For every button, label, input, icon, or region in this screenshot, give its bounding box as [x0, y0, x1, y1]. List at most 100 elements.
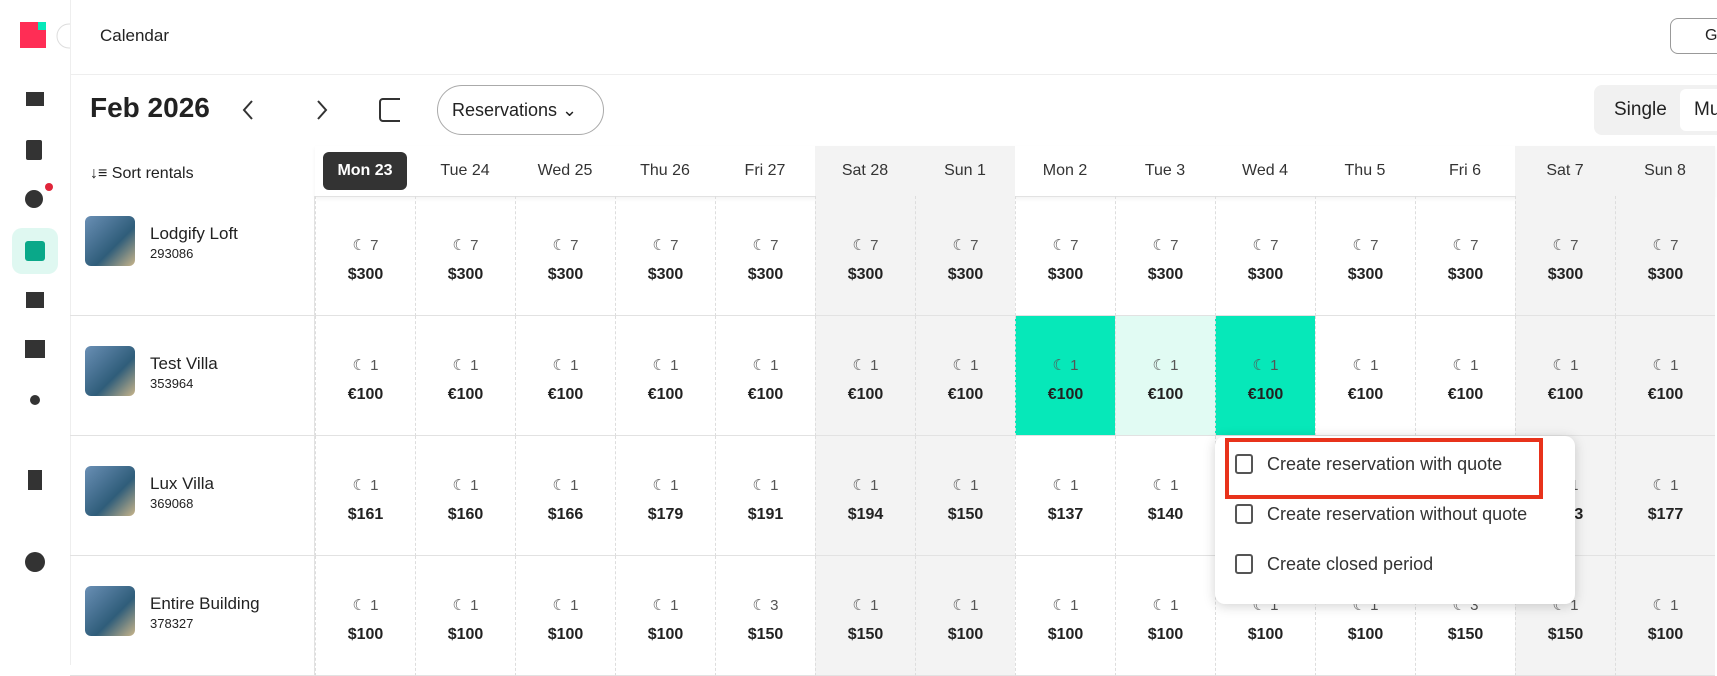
price: €100	[1247, 386, 1284, 403]
menu-item[interactable]: Create reservation without quote	[1235, 494, 1527, 534]
nights: ☾ 7	[1052, 237, 1079, 254]
day-header: Tue 3	[1115, 146, 1215, 196]
price: $300	[347, 266, 384, 283]
price: €100	[1447, 386, 1484, 403]
highlight-box	[1225, 438, 1543, 499]
calendar-cell[interactable]: ☾ 1 $191	[715, 436, 815, 556]
nights: ☾ 1	[1352, 357, 1379, 374]
nights: ☾ 7	[952, 237, 979, 254]
calendar-cell[interactable]: ☾ 7 $300	[815, 196, 915, 316]
nights: ☾ 1	[952, 477, 979, 494]
price: $150	[747, 626, 784, 643]
calendar-cell[interactable]: ☾ 1 €100	[1315, 316, 1415, 436]
calendar-cell[interactable]: ☾ 7 $300	[715, 196, 815, 316]
nights: ☾ 1	[852, 597, 879, 614]
calendar-cell[interactable]: ☾ 7 $300	[1415, 196, 1515, 316]
day-label: Sun 8	[1644, 162, 1686, 179]
calendar-cell[interactable]: ☾ 3 $150	[715, 556, 815, 676]
calendar-cell[interactable]: ☾ 1 $100	[1115, 556, 1215, 676]
nights: ☾ 3	[752, 597, 779, 614]
day-header: Sun 8	[1615, 146, 1715, 196]
menu-item[interactable]: Create closed period	[1235, 544, 1433, 584]
calendar-cell[interactable]: ☾ 7 $300	[1115, 196, 1215, 316]
price: $137	[1047, 506, 1084, 523]
calendar-cell[interactable]: ☾ 1 $140	[1115, 436, 1215, 556]
calendar-cell[interactable]: ☾ 1 $100	[615, 556, 715, 676]
calendar-cell[interactable]: ☾ 1 $100	[415, 556, 515, 676]
calendar-cell[interactable]: ☾ 1 $137	[1015, 436, 1115, 556]
nights: ☾ 7	[1452, 237, 1479, 254]
calendar-cell[interactable]: ☾ 1 €100	[1015, 316, 1115, 436]
nav-buttons[interactable]	[240, 96, 400, 126]
calendar-cell[interactable]: ☾ 7 $300	[1315, 196, 1415, 316]
calendar-cell[interactable]: ☾ 1 €100	[615, 316, 715, 436]
nights: ☾ 1	[452, 357, 479, 374]
calendar-cell[interactable]: ☾ 1 €100	[915, 316, 1015, 436]
sidebar	[0, 0, 82, 665]
calendar-cell[interactable]: ☾ 1 $150	[915, 436, 1015, 556]
calendar-cell[interactable]: ☾ 7 $300	[1215, 196, 1315, 316]
calendar-cell[interactable]: ☾ 1 $160	[415, 436, 515, 556]
nights: ☾ 7	[352, 237, 379, 254]
rental-name: Lodgify Loft	[150, 224, 238, 243]
calendar-cell[interactable]: ☾ 1 €100	[1115, 316, 1215, 436]
day-label: Thu 5	[1344, 162, 1386, 179]
price: $300	[1647, 266, 1684, 283]
calendar-cell[interactable]: ☾ 1 $100	[915, 556, 1015, 676]
price: €100	[347, 386, 384, 403]
calendar-cell[interactable]: ☾ 7 $300	[1615, 196, 1715, 316]
calendar-cell[interactable]: ☾ 1 $166	[515, 436, 615, 556]
day-label: Wed 25	[537, 162, 593, 179]
calendar-cell[interactable]: ☾ 1 €100	[315, 316, 415, 436]
calendar-cell[interactable]: ☾ 7 $300	[415, 196, 515, 316]
calendar-cell[interactable]: ☾ 1 $100	[315, 556, 415, 676]
price: $166	[547, 506, 584, 523]
calendar-cell[interactable]: ☾ 1 €100	[1615, 316, 1715, 436]
rental-row-label	[70, 436, 315, 556]
calendar-cell[interactable]: ☾ 1 €100	[1415, 316, 1515, 436]
price: €100	[1347, 386, 1384, 403]
day-label: Mon 23	[323, 152, 407, 190]
calendar-cell[interactable]: ☾ 1 $194	[815, 436, 915, 556]
view-dropdown[interactable]: Reservations ⌄	[437, 85, 604, 135]
calendar-cell[interactable]: ☾ 1 €100	[1215, 316, 1315, 436]
nights: ☾ 1	[1152, 477, 1179, 494]
nights: ☾ 7	[1352, 237, 1379, 254]
calendar-cell[interactable]: ☾ 7 $300	[1515, 196, 1615, 316]
nights: ☾ 7	[1652, 237, 1679, 254]
calendar-cell[interactable]: ☾ 1 €100	[1515, 316, 1615, 436]
calendar-cell[interactable]: ☾ 1 $150	[815, 556, 915, 676]
nights: ☾ 1	[952, 357, 979, 374]
calendar-cell[interactable]: ☾ 1 $161	[315, 436, 415, 556]
calendar-cell[interactable]: ☾ 7 $300	[1015, 196, 1115, 316]
rental-id: 353964	[150, 376, 194, 391]
nights: ☾ 7	[1152, 237, 1179, 254]
rental-id: 369068	[150, 496, 194, 511]
calendar-cell[interactable]: ☾ 1 €100	[815, 316, 915, 436]
calendar-cell[interactable]: ☾ 7 $300	[915, 196, 1015, 316]
calendar-cell[interactable]: ☾ 1 $179	[615, 436, 715, 556]
menu-item[interactable]: Create reservation with quote	[1235, 444, 1502, 484]
view-mode[interactable]: Single	[1614, 99, 1667, 120]
view-mode[interactable]: Multi	[1680, 89, 1717, 131]
calendar-cell[interactable]: ☾ 1 $100	[515, 556, 615, 676]
top-bar: Calendar Go	[70, 0, 1717, 75]
help-button[interactable]: Go	[1670, 18, 1717, 54]
nights: ☾ 1	[752, 477, 779, 494]
nights: ☾ 7	[752, 237, 779, 254]
calendar-cell[interactable]: ☾ 1 $177	[1615, 436, 1715, 556]
calendar-cell[interactable]: ☾ 1 $100	[1615, 556, 1715, 676]
sort-button[interactable]: ↓≡ Sort rentals	[90, 165, 194, 182]
calendar-cell[interactable]: ☾ 1 €100	[415, 316, 515, 436]
calendar-cell[interactable]: ☾ 1 €100	[515, 316, 615, 436]
nights: ☾ 1	[1652, 477, 1679, 494]
calendar-cell[interactable]: ☾ 7 $300	[315, 196, 415, 316]
day-header: Mon 23	[315, 146, 415, 196]
calendar-cell[interactable]: ☾ 1 $100	[1015, 556, 1115, 676]
price: $150	[947, 506, 984, 523]
calendar-cell[interactable]: ☾ 1 €100	[715, 316, 815, 436]
price: $179	[647, 506, 684, 523]
calendar-cell[interactable]: ☾ 7 $300	[615, 196, 715, 316]
day-header: Fri 6	[1415, 146, 1515, 196]
calendar-cell[interactable]: ☾ 7 $300	[515, 196, 615, 316]
